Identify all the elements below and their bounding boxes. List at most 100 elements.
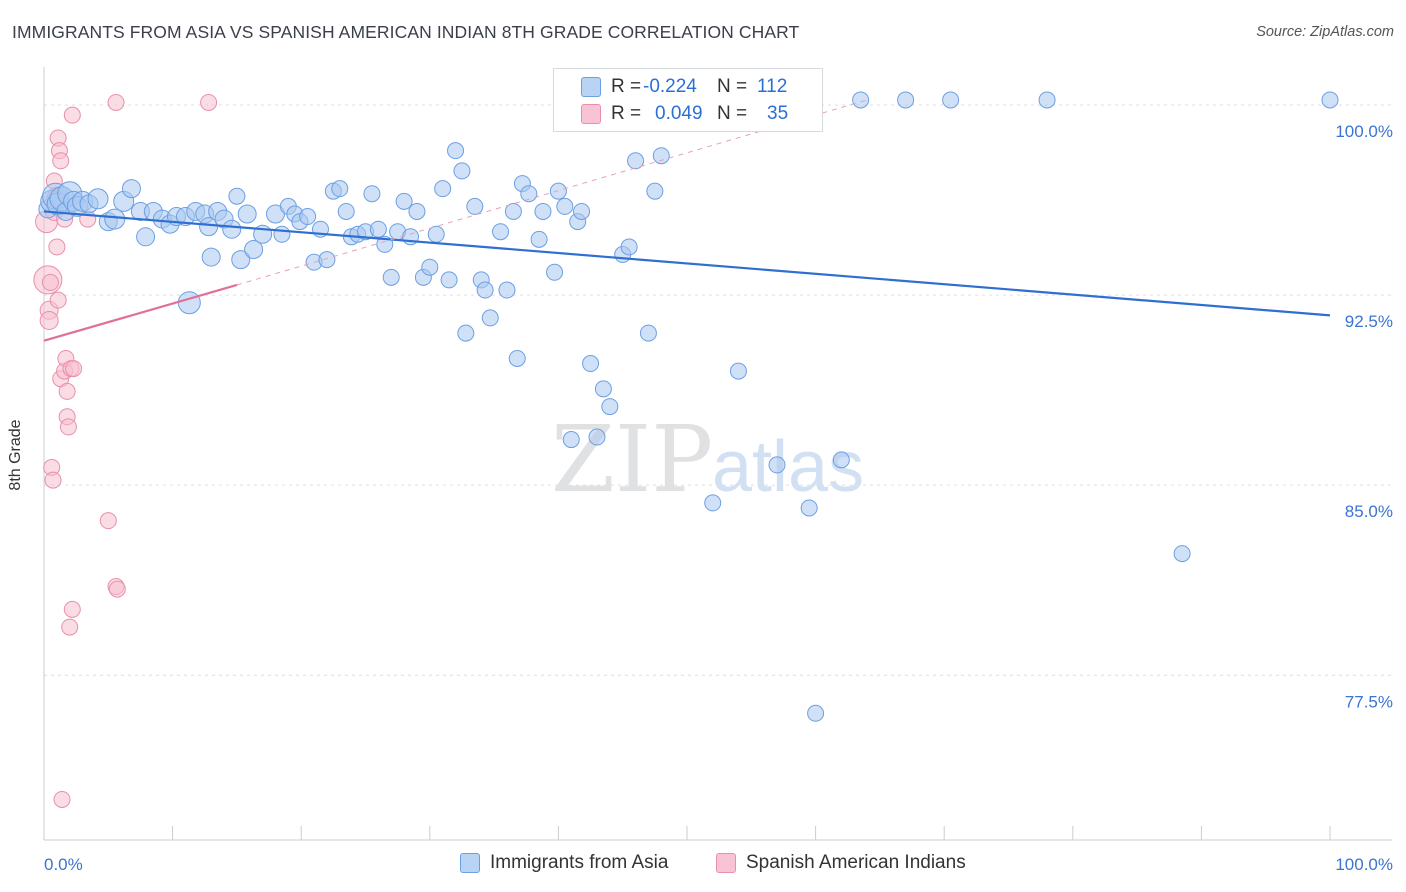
data-point-spanish [200, 93, 218, 111]
data-point-spanish [108, 580, 126, 598]
data-point-asia [466, 197, 484, 215]
data-point-asia [265, 204, 285, 224]
data-point-spanish [59, 418, 77, 436]
data-point-spanish [53, 790, 71, 808]
y-tick-label: 92.5% [1345, 312, 1393, 331]
data-point-asia [201, 247, 221, 267]
legend-swatch-spanish [716, 853, 736, 873]
data-point-asia [549, 182, 567, 200]
legend-r-value: -0.224 [643, 76, 697, 97]
data-point-asia [588, 428, 606, 446]
watermark-zip: ZIP [551, 406, 713, 513]
trend-line-asia [43, 210, 1331, 317]
legend-row-asia: R = -0.224 N = 112 [554, 74, 787, 100]
data-point-asia [337, 202, 355, 220]
data-point-asia [704, 494, 722, 512]
legend-row-spanish: R = 0.049 N = 35 [554, 101, 788, 127]
legend-swatch-pink [581, 104, 601, 124]
data-point-asia [897, 91, 915, 109]
data-point-spanish [61, 618, 79, 636]
legend-n-value: 35 [767, 103, 789, 124]
data-point-asia [244, 239, 264, 259]
x-tick-label-max: 100.0% [1335, 855, 1393, 874]
data-point-asia [440, 271, 458, 289]
data-point-asia [434, 180, 452, 198]
data-point-asia [768, 456, 786, 474]
y-tick-label: 100.0% [1335, 122, 1393, 141]
data-point-spanish [107, 93, 125, 111]
data-point-asia [601, 398, 619, 416]
data-point-asia [299, 208, 317, 226]
data-point-asia [492, 223, 510, 241]
data-point-spanish [63, 600, 81, 618]
data-point-asia [573, 202, 591, 220]
data-point-asia [199, 217, 219, 237]
data-point-asia [620, 238, 638, 256]
data-point-asia [807, 704, 825, 722]
data-point-asia [1038, 91, 1056, 109]
trend-lines [43, 99, 1331, 342]
legend-r-label: R = [611, 103, 642, 124]
data-point-spanish [48, 238, 66, 256]
data-point-asia [1321, 91, 1339, 109]
data-point-asia [652, 147, 670, 165]
data-point-spanish [49, 291, 67, 309]
legend-label-spanish: Spanish American Indians [746, 852, 966, 873]
data-point-asia [121, 179, 141, 199]
data-point-asia [231, 250, 251, 270]
legend-swatch-blue [581, 77, 601, 97]
data-point-asia [382, 268, 400, 286]
data-point-asia [504, 202, 522, 220]
gridlines [44, 104, 1392, 676]
correlation-legend: R = -0.224 N = 112 R = 0.049 N = 35 [553, 68, 823, 132]
data-point-asia [562, 431, 580, 449]
data-point-asia [556, 197, 574, 215]
data-point-asia [104, 208, 126, 230]
data-point-asia [594, 380, 612, 398]
data-point-spanish [63, 106, 81, 124]
data-point-asia [457, 324, 475, 342]
data-point-asia [639, 324, 657, 342]
y-tick-label: 85.0% [1345, 502, 1393, 521]
data-point-asia [87, 188, 109, 210]
series-immigrants-from-asia [38, 91, 1339, 722]
data-point-asia [222, 219, 242, 239]
data-point-asia [453, 162, 471, 180]
data-point-asia [395, 192, 413, 210]
data-point-asia [546, 263, 564, 281]
data-point-asia [421, 258, 439, 276]
data-point-asia [508, 349, 526, 367]
data-point-asia [369, 220, 387, 238]
y-tick-label: 77.5% [1345, 692, 1393, 711]
legend-n-label: N = [717, 103, 748, 124]
data-point-spanish [58, 382, 76, 400]
data-point-asia [530, 230, 548, 248]
data-point-spanish [99, 512, 117, 530]
data-point-asia [481, 309, 499, 327]
legend-item-spanish[interactable]: Spanish American Indians [716, 852, 966, 874]
data-point-asia [476, 281, 494, 299]
data-point-asia [408, 202, 426, 220]
data-point-asia [1173, 545, 1191, 563]
data-point-asia [331, 180, 349, 198]
data-point-asia [318, 251, 336, 269]
data-point-asia [273, 225, 291, 243]
data-point-spanish [44, 471, 62, 489]
x-tick-label-min: 0.0% [44, 855, 83, 874]
legend-item-asia[interactable]: Immigrants from Asia [460, 852, 668, 874]
data-point-spanish [52, 152, 70, 170]
data-point-asia [534, 202, 552, 220]
data-point-asia [363, 185, 381, 203]
legend-n-value: 112 [757, 76, 788, 97]
data-point-asia [177, 291, 201, 315]
data-point-asia [136, 227, 156, 247]
legend-swatch-asia [460, 853, 480, 873]
data-point-asia [942, 91, 960, 109]
data-point-asia [729, 362, 747, 380]
tick-labels: 100.0% 92.5% 85.0% 77.5% 0.0% 100.0% [44, 122, 1393, 874]
data-point-asia [800, 499, 818, 517]
data-point-asia [520, 185, 538, 203]
legend-n-label: N = [717, 76, 748, 97]
data-point-asia [646, 182, 664, 200]
